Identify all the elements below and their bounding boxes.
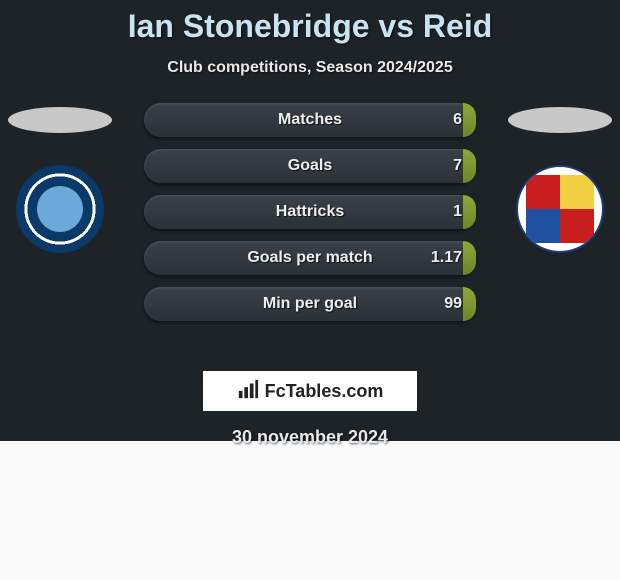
stat-value-right: 99 <box>444 295 462 313</box>
stat-label: Goals <box>288 157 332 175</box>
stats-column: Matches 6 Goals 7 Hattricks 1 Goals per match 1… <box>144 103 476 321</box>
stat-bar: Min per goal 99 <box>144 287 476 321</box>
page-subtitle: Club competitions, Season 2024/2025 <box>0 59 620 77</box>
player-left-column <box>0 103 120 253</box>
club-badge-right <box>516 165 604 253</box>
stat-bar: Goals 7 <box>144 149 476 183</box>
page-title: Ian Stonebridge vs Reid <box>0 0 620 45</box>
player-avatar-placeholder <box>508 107 612 133</box>
stat-bar: Matches 6 <box>144 103 476 137</box>
stat-label: Matches <box>278 111 342 129</box>
stat-fill-right <box>463 241 476 275</box>
branding-text: FcTables.com <box>265 381 384 402</box>
stat-bar: Hattricks 1 <box>144 195 476 229</box>
stat-fill-right <box>463 287 476 321</box>
player-right-column <box>500 103 620 253</box>
bar-chart-icon <box>237 378 259 405</box>
player-avatar-placeholder <box>8 107 112 133</box>
stat-fill-right <box>463 195 476 229</box>
stat-value-right: 1 <box>453 203 462 221</box>
branding-box[interactable]: FcTables.com <box>203 371 417 411</box>
stat-label: Goals per match <box>247 249 372 267</box>
stat-label: Hattricks <box>276 203 344 221</box>
stat-value-right: 7 <box>453 157 462 175</box>
stat-bar: Goals per match 1.17 <box>144 241 476 275</box>
stat-value-right: 6 <box>453 111 462 129</box>
comparison-date: 30 november 2024 <box>0 427 620 448</box>
club-badge-left <box>16 165 104 253</box>
comparison-area: Matches 6 Goals 7 Hattricks 1 Goals per match 1… <box>0 103 620 349</box>
stat-label: Min per goal <box>263 295 357 313</box>
stat-fill-right <box>463 149 476 183</box>
stat-value-right: 1.17 <box>431 249 462 267</box>
stat-fill-right <box>463 103 476 137</box>
